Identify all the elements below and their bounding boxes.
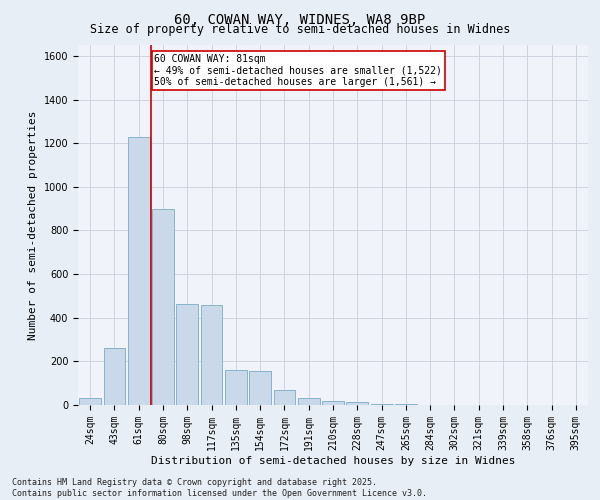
Text: 60 COWAN WAY: 81sqm
← 49% of semi-detached houses are smaller (1,522)
50% of sem: 60 COWAN WAY: 81sqm ← 49% of semi-detach…: [155, 54, 442, 87]
Bar: [128, 136, 149, 405]
Bar: [395, 404, 417, 405]
Bar: [200, 304, 223, 405]
Bar: [249, 371, 271, 405]
Bar: [79, 398, 101, 405]
Y-axis label: Number of semi-detached properties: Number of semi-detached properties: [28, 110, 38, 340]
Bar: [152, 208, 174, 405]
Bar: [298, 398, 320, 405]
Text: Size of property relative to semi-detached houses in Widnes: Size of property relative to semi-detach…: [90, 22, 510, 36]
Bar: [322, 400, 344, 405]
Text: Contains HM Land Registry data © Crown copyright and database right 2025.
Contai: Contains HM Land Registry data © Crown c…: [12, 478, 427, 498]
Bar: [274, 390, 295, 405]
Bar: [176, 304, 198, 405]
Bar: [225, 370, 247, 405]
Bar: [104, 348, 125, 405]
X-axis label: Distribution of semi-detached houses by size in Widnes: Distribution of semi-detached houses by …: [151, 456, 515, 466]
Bar: [346, 402, 368, 405]
Text: 60, COWAN WAY, WIDNES, WA8 9BP: 60, COWAN WAY, WIDNES, WA8 9BP: [175, 12, 425, 26]
Bar: [371, 404, 392, 405]
